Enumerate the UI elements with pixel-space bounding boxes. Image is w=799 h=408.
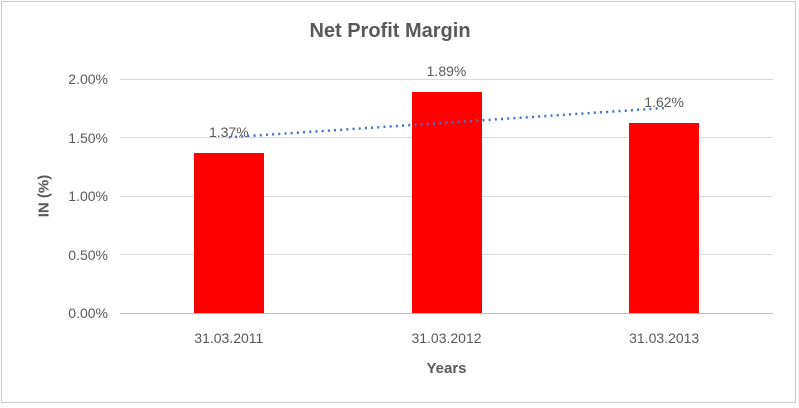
x-axis-tick-label: 31.03.2011 [194,330,264,346]
x-axis-tick-label: 31.03.2013 [629,330,700,346]
y-axis-tick-label: 1.00% [68,188,108,204]
y-axis-tick-label: 0.50% [68,246,108,263]
gridline [120,78,773,80]
x-axis-tick-label: 31.03.2012 [411,330,482,346]
x-axis-title: Years [426,360,467,377]
bar-data-label: 1.37% [208,123,249,140]
bar-data-label: 1.89% [426,62,467,79]
y-axis-tick-label: 2.00% [68,71,108,87]
trendline [228,106,665,139]
plot-area: 1.37% 1.89% 1.62% [120,63,773,314]
y-axis-tick-label: 1.50% [68,129,108,146]
bar [629,123,700,313]
bar [411,91,482,313]
bar-data-label: 1.62% [644,94,684,111]
chart-title: Net Profit Margin [309,20,471,42]
bar [193,152,264,313]
y-axis-tick-label: 0.00% [68,305,108,321]
